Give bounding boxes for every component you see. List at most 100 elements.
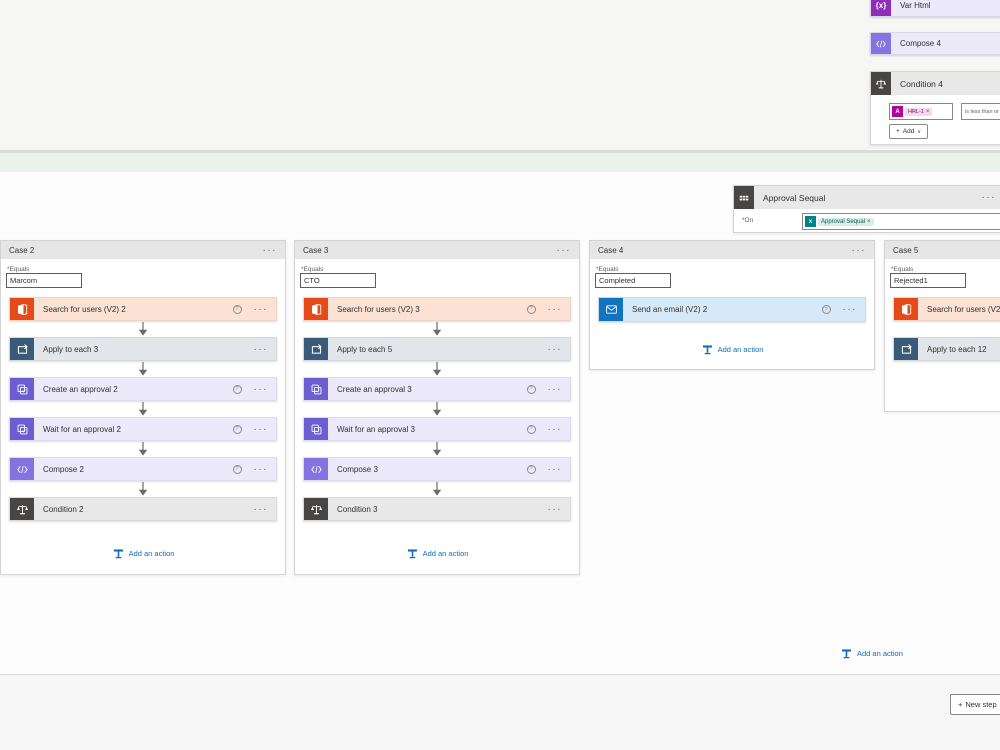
condition-token[interactable]: HRL-1 ×	[905, 107, 933, 116]
action-title: Apply to each 3	[43, 344, 99, 354]
add-action-link[interactable]: Add an action	[112, 547, 174, 560]
action-title: Condition 2	[43, 504, 84, 514]
ellipsis-menu[interactable]: ···	[253, 463, 268, 475]
action-card-var-html[interactable]: {x} Var Html	[870, 0, 1000, 17]
action-card-send-email[interactable]: Send an email (V2) 2 ? ···	[598, 297, 866, 322]
ellipsis-menu[interactable]: ···	[851, 244, 866, 256]
action-card-search-users[interactable]: Search for users (V2) 4 ···	[893, 297, 1000, 321]
add-action-link-bottom[interactable]: Add an action	[840, 647, 903, 660]
info-icon[interactable]: ?	[526, 384, 536, 394]
action-card-apply-to-each[interactable]: Apply to each 12 ···	[893, 337, 1000, 361]
info-icon[interactable]: ?	[526, 424, 536, 434]
action-title: Wait for an approval 3	[337, 424, 415, 434]
add-action-link[interactable]: Add an action	[701, 343, 763, 356]
add-action-link[interactable]: Add an action	[406, 547, 468, 560]
ellipsis-menu[interactable]: ···	[842, 304, 857, 315]
case-5-header[interactable]: Case 5 ···	[885, 241, 1000, 259]
case-3-container: Case 3 ··· *Equals Search for users (V2)…	[294, 240, 580, 575]
connector-arrow	[137, 322, 149, 336]
case-5-container: Case 5 ··· *Equals Search for users (V2)…	[884, 240, 1000, 412]
switch-on-field[interactable]: x Approval Sequal ×	[802, 213, 1000, 230]
condition-operator-dropdown[interactable]: is less than or eq	[961, 103, 1000, 120]
action-title: Search for users (V2) 3	[337, 304, 420, 314]
office365-users-icon	[10, 298, 34, 320]
compose-icon	[10, 458, 34, 480]
switch-title: Approval Sequal	[763, 192, 826, 203]
footer-strip	[0, 675, 1000, 750]
condition-4-header[interactable]: Condition 4	[871, 72, 1000, 95]
switch-icon	[734, 186, 754, 209]
action-card-apply-to-each[interactable]: Apply to each 5 ···	[303, 337, 571, 361]
action-card-condition[interactable]: Condition 3 ···	[303, 497, 571, 521]
ellipsis-menu[interactable]: ···	[253, 383, 268, 395]
outlook-email-icon	[599, 298, 623, 321]
case-3-header[interactable]: Case 3 ···	[295, 241, 579, 259]
add-action-icon	[840, 647, 853, 660]
token-a-icon: A	[892, 106, 903, 117]
info-icon[interactable]: ?	[232, 464, 242, 474]
ellipsis-menu[interactable]: ···	[547, 343, 562, 355]
ellipsis-menu[interactable]: ···	[253, 303, 268, 315]
apply-to-each-icon	[304, 338, 328, 360]
switch-card-approval-sequal[interactable]: Approval Sequal ··· *On x Approval Sequa…	[733, 185, 1000, 233]
connector-arrow	[137, 402, 149, 416]
ellipsis-menu[interactable]: ···	[547, 503, 562, 515]
switch-on-token[interactable]: Approval Sequal ×	[818, 217, 874, 226]
ellipsis-menu[interactable]: ···	[547, 383, 562, 395]
add-button-label: Add	[902, 128, 915, 135]
ellipsis-menu[interactable]: ···	[547, 423, 562, 435]
action-card-wait-approval[interactable]: Wait for an approval 3 ? ···	[303, 417, 571, 441]
case-2-header[interactable]: Case 2 ···	[1, 241, 285, 259]
action-card-search-users[interactable]: Search for users (V2) 3 ? ···	[303, 297, 571, 321]
ellipsis-menu[interactable]: ···	[253, 423, 268, 435]
ellipsis-menu[interactable]: ···	[253, 343, 268, 355]
ellipsis-menu[interactable]: ···	[981, 192, 996, 203]
remove-token-icon[interactable]: ×	[867, 218, 871, 225]
info-icon[interactable]: ?	[526, 304, 536, 314]
action-card-search-users[interactable]: Search for users (V2) 2 ? ···	[9, 297, 277, 321]
info-icon[interactable]: ?	[232, 384, 242, 394]
action-card-compose[interactable]: Compose 2 ? ···	[9, 457, 277, 481]
action-title: Apply to each 12	[927, 344, 987, 354]
condition-value-field[interactable]: A HRL-1 ×	[889, 103, 953, 120]
equals-input[interactable]	[890, 273, 966, 288]
info-icon[interactable]: ?	[232, 424, 242, 434]
action-title: Search for users (V2) 2	[43, 304, 126, 314]
info-icon[interactable]: ?	[232, 304, 242, 314]
info-icon[interactable]: ?	[526, 464, 536, 474]
connector-arrow	[431, 362, 443, 376]
ellipsis-menu[interactable]: ···	[547, 303, 562, 315]
equals-input[interactable]	[6, 273, 82, 288]
variable-icon: {x}	[871, 0, 891, 16]
action-card-wait-approval[interactable]: Wait for an approval 2 ? ···	[9, 417, 277, 441]
switch-header[interactable]: Approval Sequal ···	[734, 186, 1000, 209]
action-title: Var Html	[900, 1, 931, 10]
action-card-create-approval[interactable]: Create an approval 2 ? ···	[9, 377, 277, 401]
action-card-condition-4[interactable]: Condition 4 A HRL-1 × is less than or eq…	[870, 71, 1000, 145]
condition-add-button[interactable]: + Add ∨	[889, 124, 929, 139]
action-title: Create an approval 2	[43, 384, 118, 394]
case-title: Case 3	[303, 245, 329, 255]
apply-to-each-icon	[10, 338, 34, 360]
office365-users-icon	[304, 298, 328, 320]
add-action-icon	[112, 547, 125, 560]
ellipsis-menu[interactable]: ···	[262, 244, 277, 256]
equals-input[interactable]	[595, 273, 671, 288]
action-card-create-approval[interactable]: Create an approval 3 ? ···	[303, 377, 571, 401]
equals-input[interactable]	[300, 273, 376, 288]
remove-token-icon[interactable]: ×	[925, 108, 930, 115]
action-card-compose-4[interactable]: Compose 4	[870, 32, 1000, 55]
ellipsis-menu[interactable]: ···	[547, 463, 562, 475]
on-label: *On	[742, 217, 754, 224]
ellipsis-menu[interactable]: ···	[556, 244, 571, 256]
info-icon[interactable]: ?	[821, 305, 831, 314]
action-card-compose[interactable]: Compose 3 ? ···	[303, 457, 571, 481]
action-card-condition[interactable]: Condition 2 ···	[9, 497, 277, 521]
action-card-apply-to-each[interactable]: Apply to each 3 ···	[9, 337, 277, 361]
case-4-header[interactable]: Case 4 ···	[590, 241, 874, 259]
new-step-button[interactable]: + New step	[950, 694, 1000, 715]
ellipsis-menu[interactable]: ···	[253, 503, 268, 515]
case-title: Case 4	[598, 245, 624, 255]
approvals-icon	[10, 418, 34, 440]
connector-arrow	[431, 322, 443, 336]
